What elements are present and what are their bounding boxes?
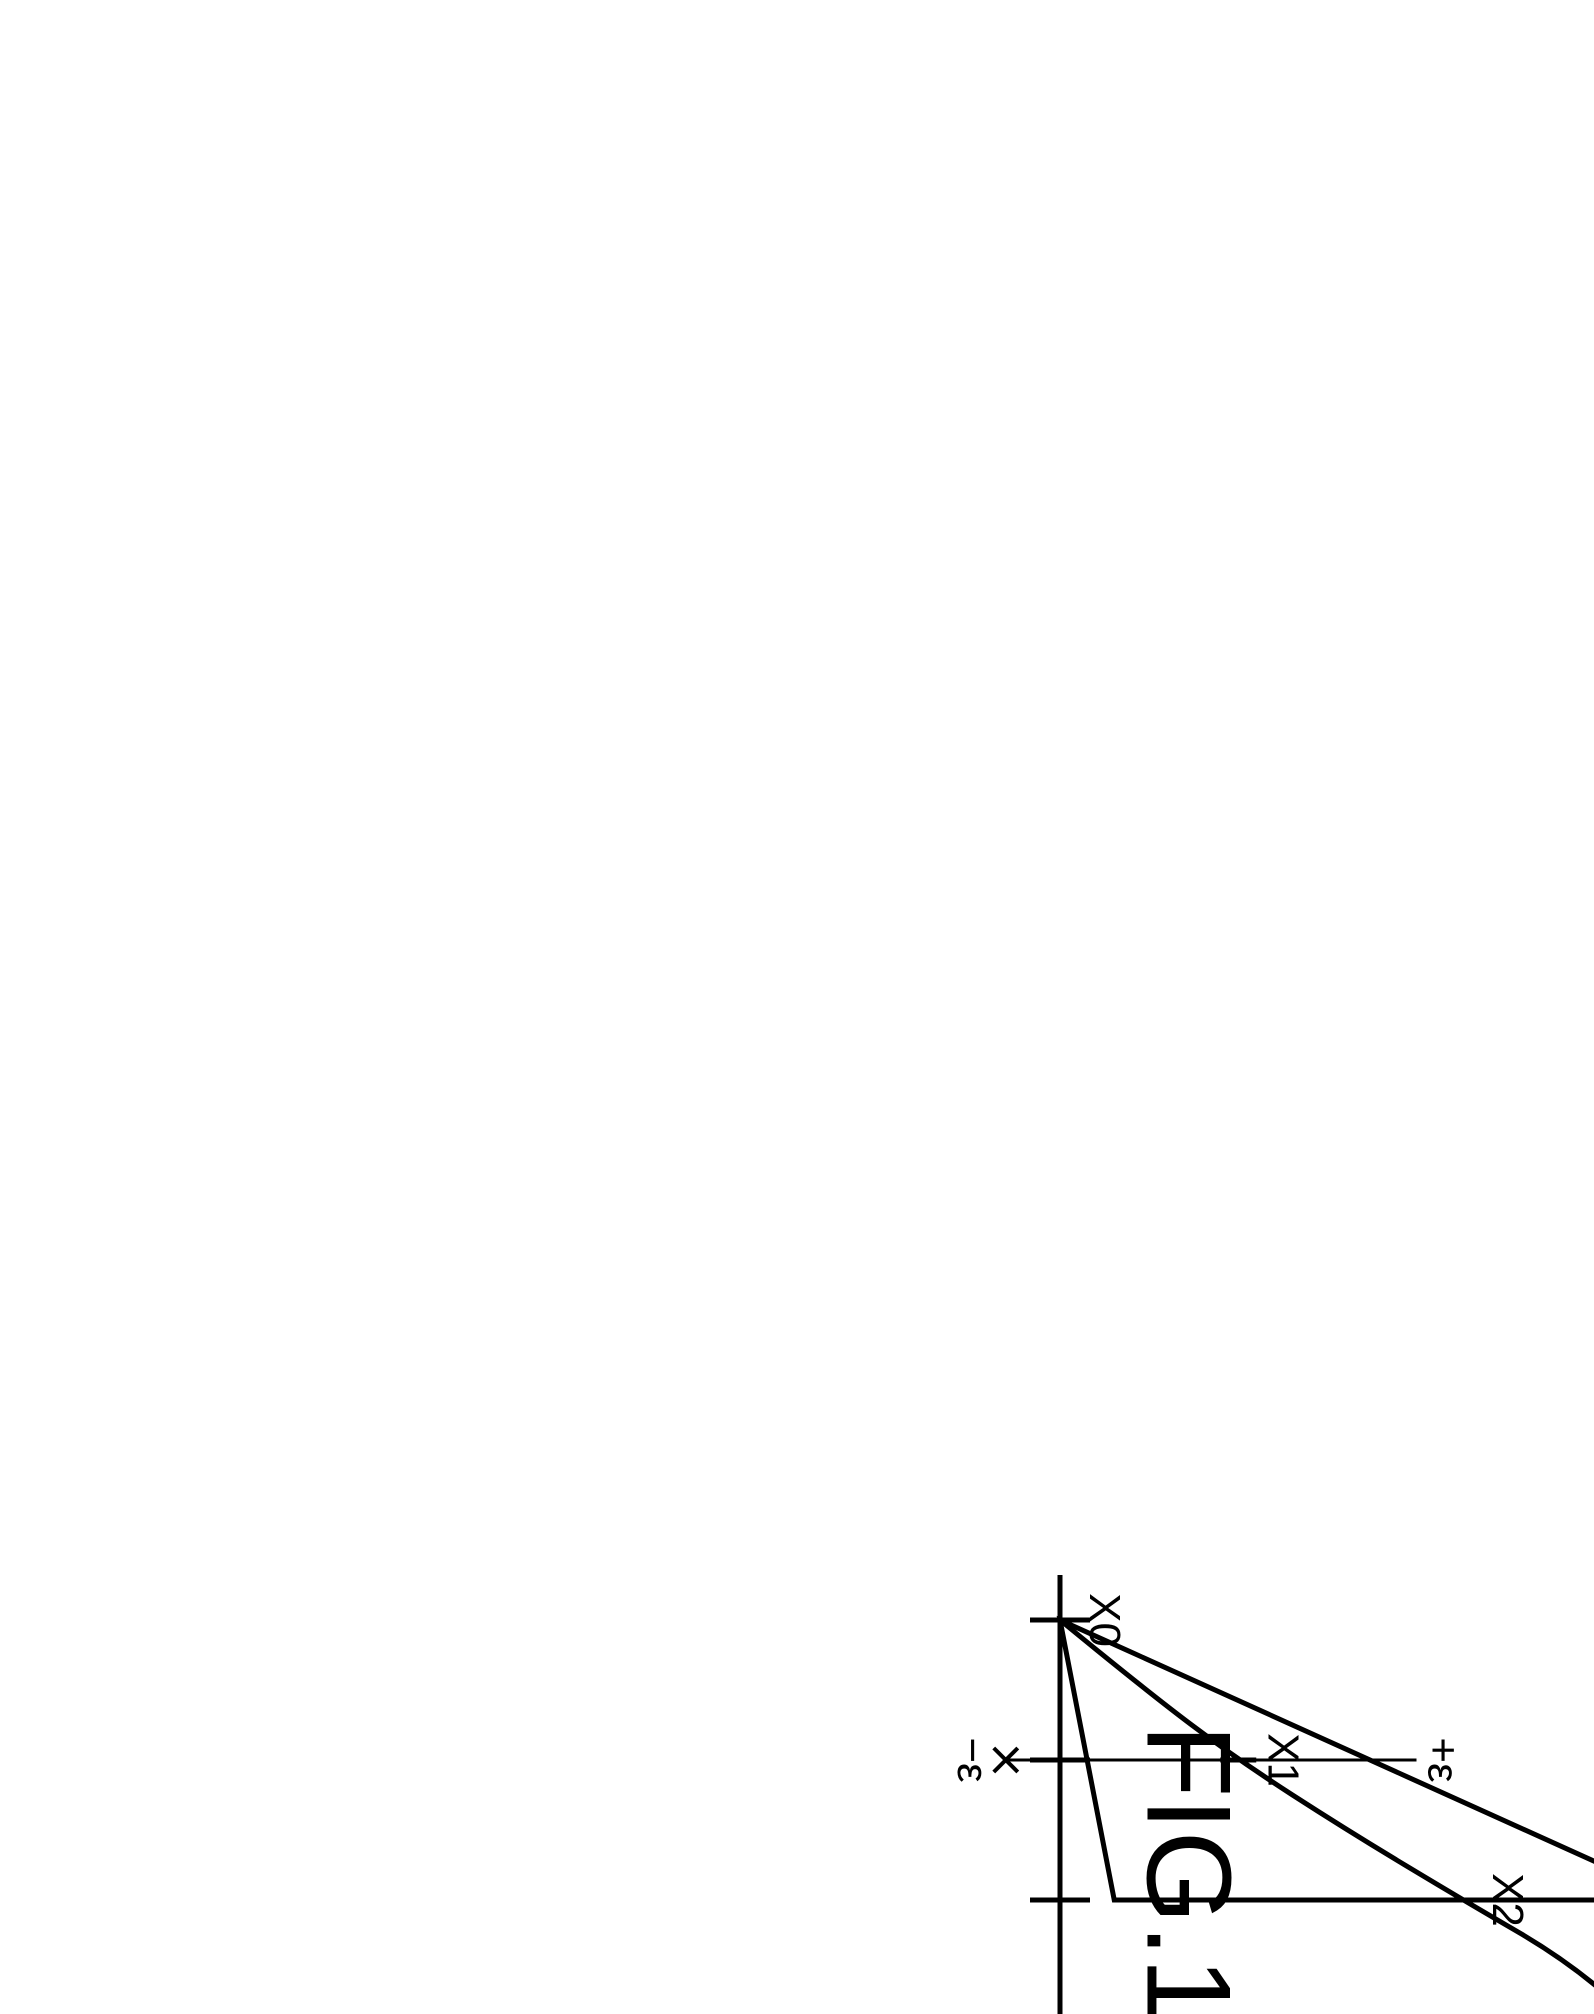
plot-group: X0X1X2X3X4X5X6X7X8X9X10X11+ε−ε [948, 1575, 1594, 2014]
figure-diagram: X0X1X2X3X4X5X6X7X8X9X10X11+ε−ε FIG.1 [0, 0, 1594, 2014]
figure-caption: FIG.1 [1122, 1724, 1256, 2014]
epsilon-plus-label: +ε [1419, 1737, 1468, 1782]
epsilon-minus-label: −ε [948, 1737, 997, 1782]
plot-rotated-group: X0X1X2X3X4X5X6X7X8X9X10X11+ε−ε [948, 1575, 1594, 2014]
curve-point-label: X2 [1483, 1873, 1532, 1927]
curve-point-label: X0 [1080, 1593, 1129, 1647]
